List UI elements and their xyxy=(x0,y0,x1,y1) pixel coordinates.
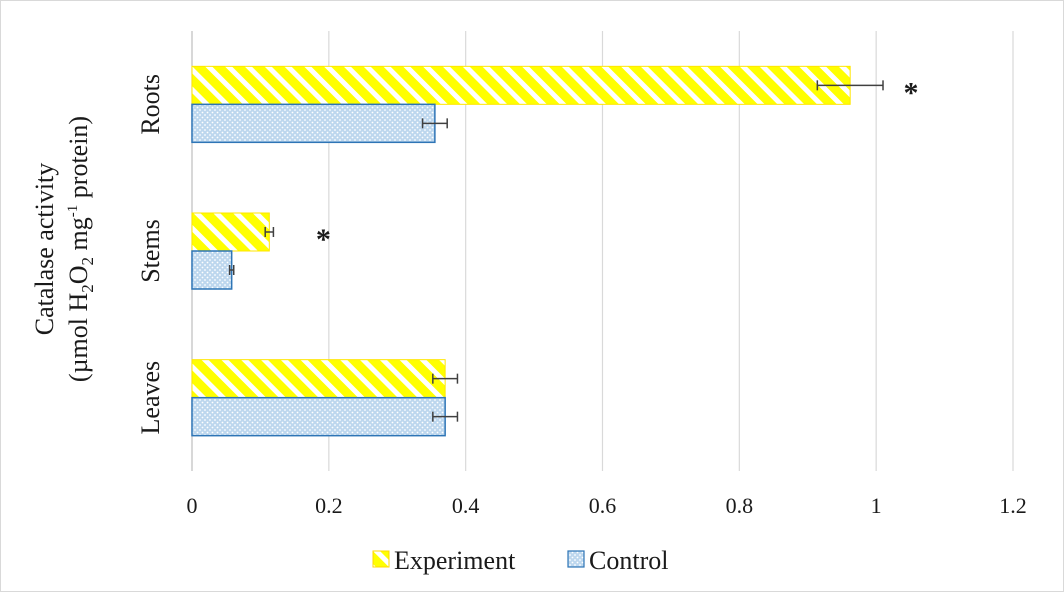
significance-marker: * xyxy=(904,76,919,109)
error-bars-group: ** xyxy=(228,76,919,422)
error-bar xyxy=(264,227,275,237)
category-label-stems: Stems xyxy=(136,219,165,283)
significance-marker: * xyxy=(316,223,331,256)
error-bar xyxy=(228,265,235,275)
x-tick-label: 0.6 xyxy=(589,493,617,518)
legend-swatch-experiment xyxy=(372,550,390,568)
x-tick-label: 1 xyxy=(871,493,882,518)
legend: Experiment Control xyxy=(372,546,668,575)
bar-experiment-leaves xyxy=(191,359,446,399)
error-bar xyxy=(421,118,448,129)
x-tick-label: 0 xyxy=(187,493,198,518)
x-tick-label: 0.8 xyxy=(726,493,754,518)
category-label-leaves: Leaves xyxy=(136,361,165,435)
x-tick-label: 1.2 xyxy=(999,493,1027,518)
legend-swatch-control xyxy=(567,550,585,568)
y-axis-title-line1: Catalase activity xyxy=(30,163,59,336)
legend-label-experiment: Experiment xyxy=(394,546,516,575)
bar-control-stems xyxy=(191,250,233,290)
bar-control-roots xyxy=(191,103,436,144)
bar-experiment-stems xyxy=(191,212,270,252)
x-tick-labels: 0 0.2 0.4 0.6 0.8 1 1.2 xyxy=(187,493,1027,518)
error-bar xyxy=(432,373,459,384)
error-bar xyxy=(432,411,459,422)
x-tick-label: 0.2 xyxy=(315,493,343,518)
legend-label-control: Control xyxy=(589,546,668,575)
error-bar xyxy=(816,80,884,91)
category-label-roots: Roots xyxy=(136,74,165,135)
y-axis-title-line2: (µmol H2O2 mg-1 protein) xyxy=(64,116,97,382)
bars-group xyxy=(191,65,851,437)
bar-experiment-roots xyxy=(191,65,851,105)
bar-control-leaves xyxy=(191,396,446,437)
category-labels: Leaves Stems Roots xyxy=(136,74,165,434)
x-tick-label: 0.4 xyxy=(452,493,480,518)
